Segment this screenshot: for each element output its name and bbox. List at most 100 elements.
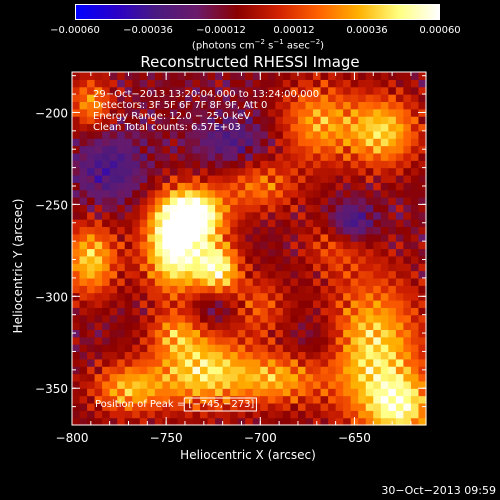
heatmap-cell (207, 86, 216, 95)
heatmap-cell (365, 145, 374, 154)
heatmap-cell (72, 380, 81, 389)
heatmap-cell (388, 329, 397, 338)
heatmap-cell (388, 86, 397, 95)
heatmap-cell (267, 329, 276, 338)
heatmap-cell (275, 108, 284, 117)
heatmap-cell (117, 211, 126, 220)
heatmap-cell (260, 233, 269, 242)
heatmap-cell (373, 336, 382, 345)
heatmap-cell (237, 322, 246, 330)
heatmap-cell (192, 277, 201, 286)
heatmap-cell (275, 285, 284, 294)
annotation-peak-position: Position of Peak = [−745,−273] (95, 399, 254, 410)
heatmap-cell (403, 373, 412, 382)
heatmap-cell (132, 108, 141, 117)
heatmap-cell (162, 285, 171, 294)
heatmap-cell (335, 160, 344, 169)
heatmap-cell (290, 336, 299, 345)
heatmap-cell (350, 277, 359, 286)
heatmap-cell (305, 145, 314, 154)
heatmap-cell (290, 351, 299, 360)
heatmap-cell (282, 263, 292, 272)
colorbar-tick-label: 0.00060 (419, 25, 461, 36)
heatmap-cell (162, 116, 171, 125)
heatmap-cell (252, 344, 261, 353)
heatmap-cell (184, 167, 194, 176)
heatmap-cell (320, 219, 329, 228)
heatmap-cell (335, 123, 344, 132)
heatmap-cell (184, 79, 194, 88)
heatmap-cell (154, 86, 163, 95)
heatmap-cell (222, 329, 231, 338)
heatmap-cell (328, 241, 337, 250)
heatmap-cell (109, 307, 118, 316)
heatmap-cell (365, 373, 374, 382)
heatmap-cell (305, 204, 314, 213)
heatmap-cell (313, 329, 322, 338)
heatmap-cell (124, 388, 133, 397)
heatmap-cell (335, 277, 344, 286)
heatmap-cell (395, 351, 404, 360)
heatmap-cell (139, 307, 148, 316)
heatmap-cell (169, 314, 179, 323)
heatmap-cell (328, 152, 337, 161)
heatmap-cell (358, 395, 367, 404)
heatmap-cell (139, 130, 148, 139)
heatmap-cell (335, 329, 344, 338)
heatmap-cell (320, 145, 329, 154)
heatmap-cell (410, 248, 420, 257)
heatmap-cell (230, 263, 239, 272)
heatmap-cell (230, 358, 239, 367)
heatmap-cell (139, 322, 148, 330)
heatmap-cell (373, 322, 382, 330)
heatmap-cell (94, 101, 103, 110)
heatmap-cell (245, 211, 254, 220)
heatmap-cell (252, 145, 261, 154)
heatmap-cell (207, 72, 216, 80)
heatmap-cell (290, 189, 299, 198)
heatmap-cell (132, 388, 141, 397)
heatmap-cell (373, 219, 382, 228)
x-tick-label: −700 (244, 431, 277, 445)
heatmap-cell (282, 329, 292, 338)
heatmap-cell (94, 299, 103, 308)
heatmap-cell (79, 388, 88, 397)
heatmap-cell (124, 344, 133, 353)
heatmap-cell (222, 388, 231, 397)
heatmap-cell (237, 307, 246, 316)
heatmap-cell (388, 270, 397, 279)
heatmap-cell (132, 366, 141, 375)
heatmap-cell (380, 322, 389, 330)
heatmap-cell (380, 410, 389, 419)
heatmap-cell (297, 152, 307, 161)
heatmap-cell (245, 395, 254, 404)
heatmap-cell (177, 248, 186, 257)
heatmap-cell (252, 72, 261, 80)
heatmap-cell (184, 86, 194, 95)
heatmap-cell (72, 373, 81, 382)
heatmap-cell (252, 410, 261, 419)
heatmap-cell (297, 72, 307, 80)
heatmap-cell (169, 410, 179, 419)
heatmap-cell (79, 174, 88, 183)
heatmap-cell (418, 358, 427, 367)
heatmap-cell (267, 94, 276, 103)
heatmap-cell (87, 197, 96, 205)
annotation-detectors: Detectors: 3F 5F 6F 7F 8F 9F, Att 0 (93, 100, 267, 111)
heatmap-cell (230, 299, 239, 308)
heatmap-cell (162, 138, 171, 147)
heatmap-cell (418, 197, 427, 205)
heatmap-cell (177, 204, 186, 213)
heatmap-cell (403, 358, 412, 367)
heatmap-cell (343, 402, 352, 411)
heatmap-cell (230, 344, 239, 353)
heatmap-cell (162, 167, 171, 176)
heatmap-cell (320, 226, 329, 235)
heatmap-cell (245, 219, 254, 228)
heatmap-cell (124, 130, 133, 139)
heatmap-cell (237, 351, 246, 360)
heatmap-cell (200, 366, 209, 375)
heatmap-cell (117, 241, 126, 250)
heatmap-cell (230, 197, 239, 205)
heatmap-cell (79, 336, 88, 345)
